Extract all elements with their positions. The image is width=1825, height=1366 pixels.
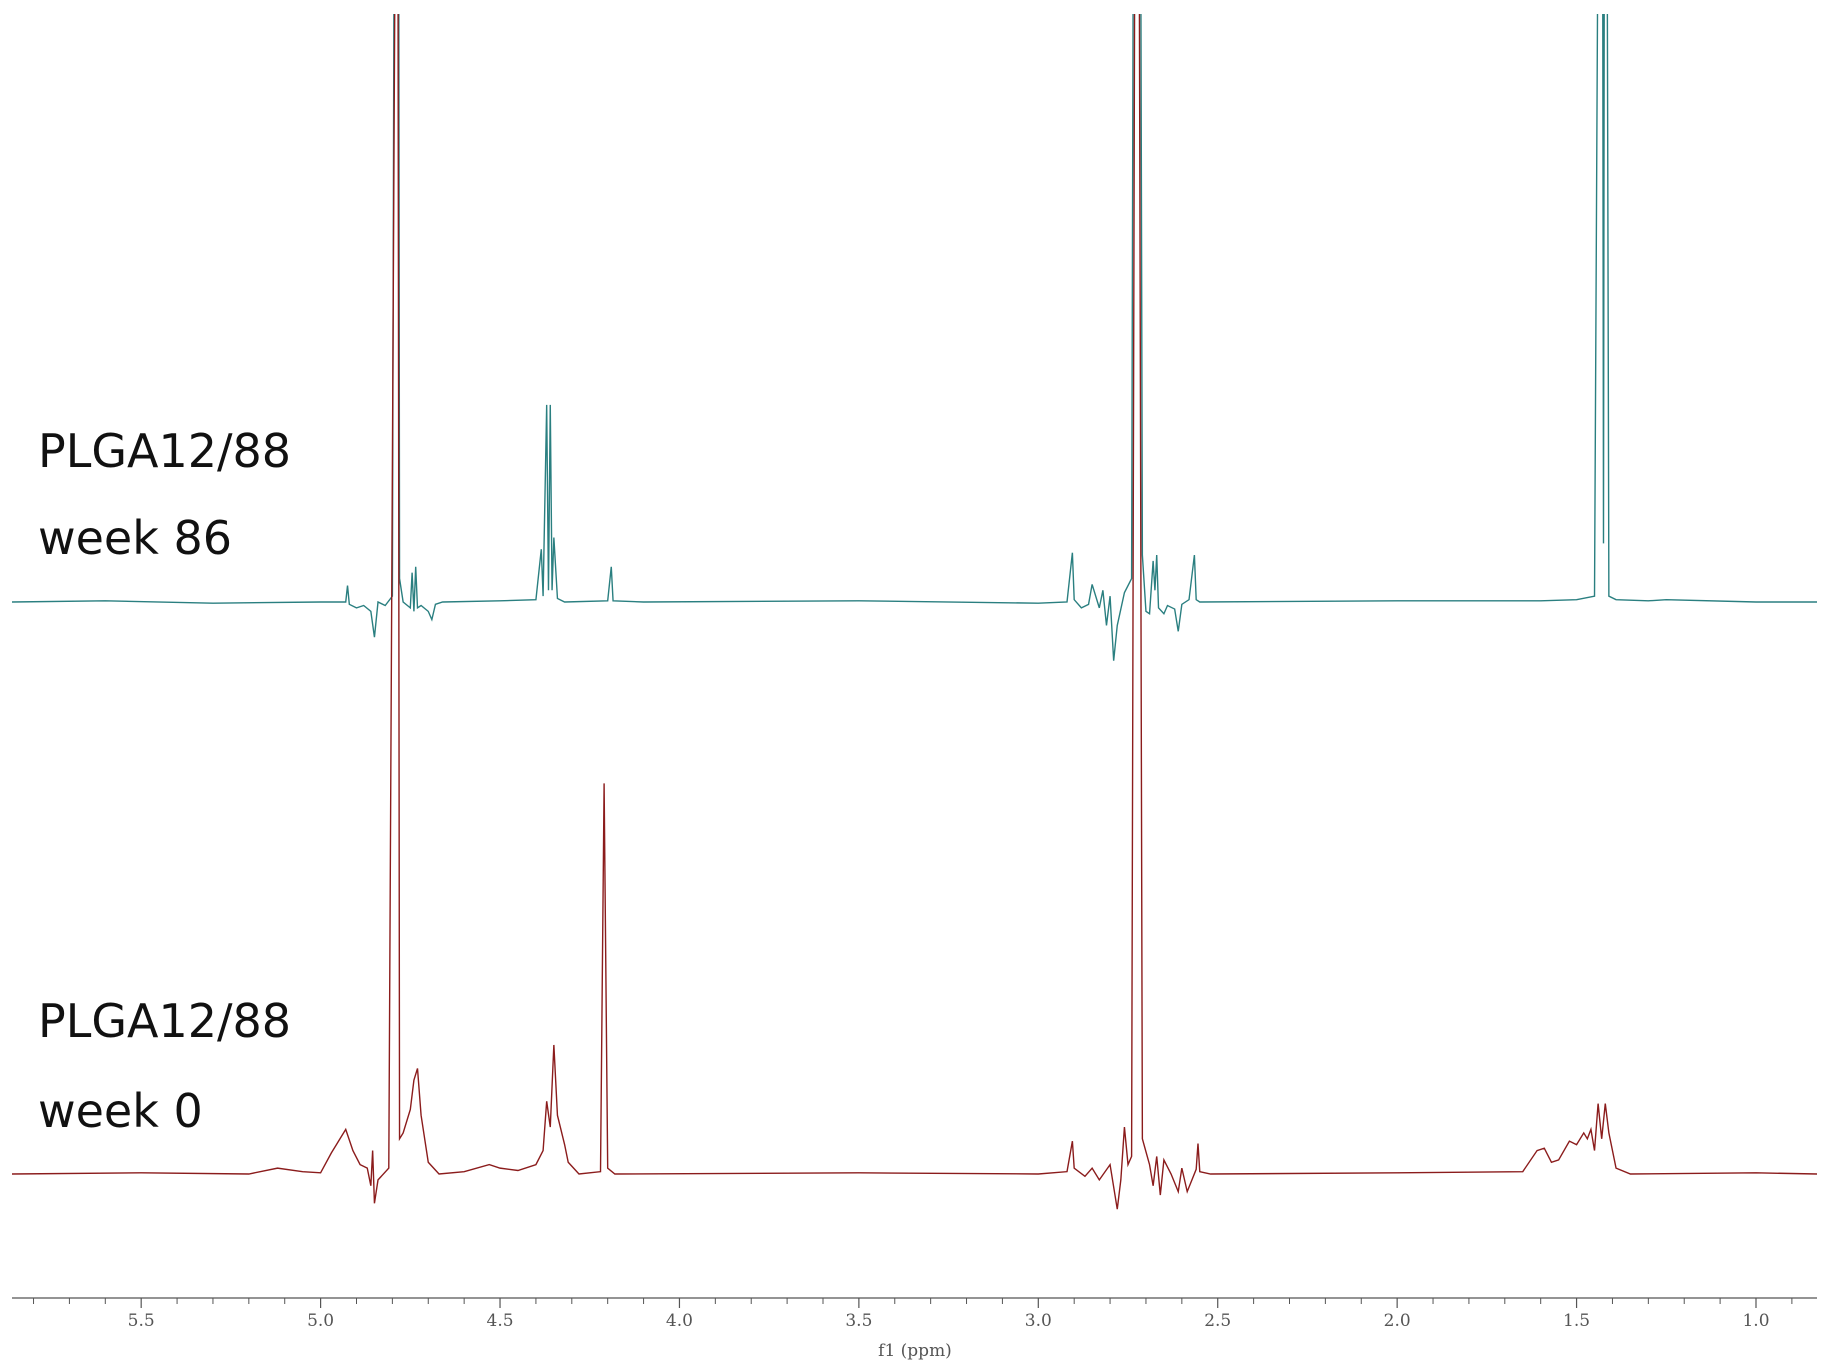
series-label: PLGA12/88 xyxy=(38,424,291,478)
x-tick-label: 4.0 xyxy=(666,1311,693,1331)
x-tick-label: 5.0 xyxy=(307,1311,334,1331)
x-tick-label: 2.5 xyxy=(1204,1311,1231,1331)
series-label: PLGA12/88 xyxy=(38,994,291,1048)
x-tick-label: 2.0 xyxy=(1384,1311,1411,1331)
x-tick-label: 5.5 xyxy=(128,1311,155,1331)
series-label: week 0 xyxy=(38,1084,203,1138)
spectrum-line xyxy=(11,14,1817,661)
x-axis-label: f1 (ppm) xyxy=(878,1341,952,1361)
x-tick-label: 3.0 xyxy=(1025,1311,1052,1331)
x-tick-label: 4.5 xyxy=(487,1311,514,1331)
plot-area xyxy=(11,14,1818,1210)
spectrum-line xyxy=(11,14,1818,1210)
x-tick-label: 1.5 xyxy=(1563,1311,1590,1331)
series-label: week 86 xyxy=(38,511,232,565)
x-tick-label: 1.0 xyxy=(1742,1311,1769,1331)
x-tick-label: 3.5 xyxy=(845,1311,872,1331)
